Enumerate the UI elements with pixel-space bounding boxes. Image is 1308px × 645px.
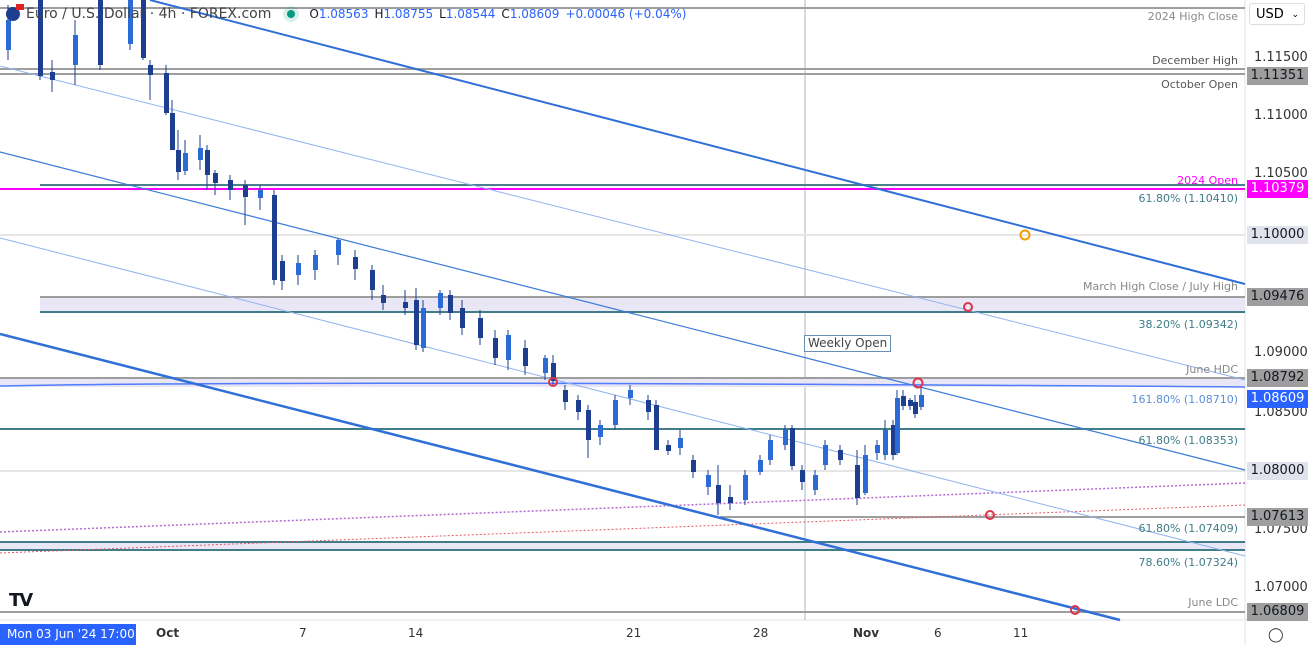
price-tick: 1.07000 — [1254, 580, 1308, 595]
date-tick: 28 — [753, 626, 769, 640]
chevron-down-icon: ⌄ — [1291, 10, 1299, 20]
date-tick: Oct — [156, 626, 180, 640]
label-march-july-high: March High Close / July High — [1082, 280, 1238, 293]
label-june-ldc: June LDC — [1188, 596, 1238, 609]
label-december-high: December High — [1152, 54, 1238, 67]
price-tag: 1.06809 — [1247, 603, 1308, 621]
price-tick: 1.11500 — [1254, 50, 1308, 65]
date-tick: 14 — [408, 626, 424, 640]
price-tag: 1.10000 — [1247, 226, 1308, 244]
ohlc-open: O1.08563 — [309, 7, 369, 21]
market-status-dot-icon — [287, 10, 296, 18]
symbol-legend[interactable]: Euro / U.S. Dollar · 4h · FOREX.com O1.0… — [6, 4, 692, 24]
ohlc-change: +0.00046 (+0.04%) — [565, 7, 687, 21]
currency-selector[interactable]: USD ⌄ — [1249, 3, 1305, 25]
date-tick: 7 — [299, 626, 307, 640]
ohlc-high: H1.08755 — [374, 7, 434, 21]
price-tag: 1.07613 — [1247, 508, 1308, 526]
date-tick: 11 — [1013, 626, 1029, 640]
date-tick: Nov — [853, 626, 880, 640]
price-tag: 1.08000 — [1247, 462, 1308, 480]
price-tag: 1.10379 — [1247, 180, 1308, 198]
price-tick: 1.08500 — [1254, 405, 1308, 420]
symbol-title: Euro / U.S. Dollar · 4h · FOREX.com — [26, 6, 272, 22]
label-fib-61-8-c: 61.80% (1.07409) — [1138, 522, 1238, 535]
label-2024-high-close: 2024 High Close — [1147, 10, 1238, 23]
price-tag: 1.08792 — [1247, 369, 1308, 387]
ohlc-low: L1.08544 — [439, 7, 496, 21]
label-october-open: October Open — [1161, 78, 1238, 91]
date-tick: 6 — [934, 626, 942, 640]
price-tick: 1.09000 — [1254, 345, 1308, 360]
eur-usd-flag-icon — [6, 4, 24, 21]
tradingview-logo-icon[interactable]: TV — [9, 590, 33, 611]
settings-gear-icon[interactable]: ◯ — [1268, 627, 1284, 643]
label-fib-161-8: 161.80% (1.08710) — [1131, 393, 1238, 406]
currency-label: USD — [1256, 7, 1284, 22]
weekly-open-annotation[interactable]: Weekly Open — [804, 335, 892, 352]
label-fib-38-2: 38.20% (1.09342) — [1138, 318, 1238, 331]
price-tick: 1.11000 — [1254, 108, 1308, 123]
label-fib-78-6: 78.60% (1.07324) — [1138, 556, 1238, 569]
price-tag: 1.09476 — [1247, 288, 1308, 306]
crosshair-date-label: Mon 03 Jun '24 17:00 — [0, 624, 136, 645]
label-june-hdc: June HDC — [1186, 363, 1238, 376]
label-fib-61-8-a: 61.80% (1.10410) — [1138, 192, 1238, 205]
price-tag: 1.11351 — [1247, 67, 1308, 85]
label-fib-61-8-b: 61.80% (1.08353) — [1138, 434, 1238, 447]
price-tick: 1.10500 — [1254, 166, 1308, 181]
last-price-tag: 1.08609 — [1247, 390, 1308, 408]
label-2024-open: 2024 Open — [1177, 174, 1238, 187]
candlestick-series — [6, 0, 924, 515]
date-tick: 21 — [626, 626, 642, 640]
ohlc-close: C1.08609 — [501, 7, 560, 21]
